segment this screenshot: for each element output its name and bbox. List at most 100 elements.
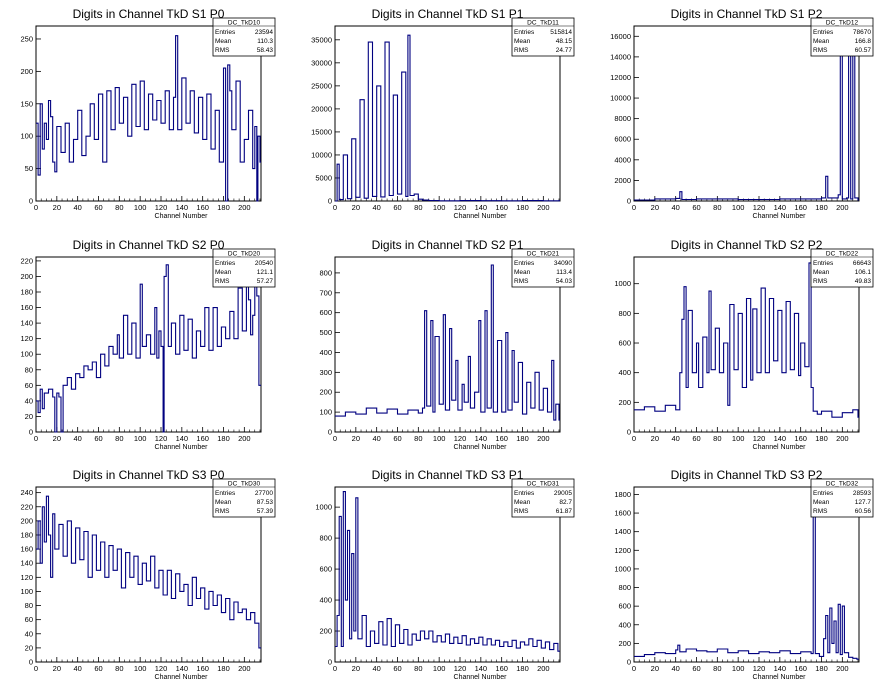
y-tick-label: 250 xyxy=(20,34,33,43)
y-tick-label: 1000 xyxy=(315,503,332,512)
y-tick-label: 120 xyxy=(20,334,33,343)
stats-name: DC_TkD11 xyxy=(527,20,559,27)
y-tick-label: 0 xyxy=(29,197,33,206)
x-tick-label: 20 xyxy=(651,434,659,443)
stats-name: DC_TkD21 xyxy=(527,251,560,258)
y-tick-label: 30000 xyxy=(311,58,332,67)
y-tick-label: 1000 xyxy=(614,279,631,288)
plot-frame xyxy=(633,25,860,202)
y-tick-label: 40 xyxy=(25,396,33,405)
x-tick-label: 160 xyxy=(196,203,209,212)
y-tick-label: 400 xyxy=(618,368,631,377)
stats-label-mean: Mean xyxy=(813,499,830,506)
y-tick-label: 14000 xyxy=(610,52,631,61)
x-axis-label: Channel Number xyxy=(454,444,508,451)
y-tick-label: 600 xyxy=(319,565,332,574)
chart-title: Digits in Channel TkD S3 P1 xyxy=(372,468,524,482)
chart-panel-8: Digits in Channel TkD S3 P1 0 20 40 60 80 100 1… xyxy=(315,468,575,681)
stats-name: DC_TkD30 xyxy=(228,481,261,488)
x-tick-label: 40 xyxy=(671,203,679,212)
stats-label-entries: Entries xyxy=(215,29,236,36)
y-tick-label: 100 xyxy=(319,408,332,417)
x-tick-label: 180 xyxy=(516,434,529,443)
stats-name: DC_TkD32 xyxy=(826,481,859,488)
x-tick-label: 120 xyxy=(155,434,168,443)
stats-label-entries: Entries xyxy=(813,29,834,36)
stats-value-entries: 66643 xyxy=(853,260,871,267)
x-tick-label: 140 xyxy=(475,664,488,673)
stats-value-mean: 127.7 xyxy=(855,499,872,506)
x-tick-label: 160 xyxy=(495,664,508,673)
x-tick-label: 20 xyxy=(53,203,61,212)
x-tick-label: 80 xyxy=(115,664,123,673)
x-tick-label: 200 xyxy=(238,434,251,443)
stats-label-rms: RMS xyxy=(514,47,529,54)
y-tick-label: 800 xyxy=(319,534,332,543)
y-tick-label: 220 xyxy=(20,502,33,511)
x-tick-label: 80 xyxy=(713,203,721,212)
x-tick-label: 40 xyxy=(671,664,679,673)
x-tick-label: 180 xyxy=(217,434,230,443)
x-tick-label: 20 xyxy=(651,203,659,212)
x-tick-label: 0 xyxy=(333,203,337,212)
x-tick-label: 200 xyxy=(836,664,849,673)
stats-label-rms: RMS xyxy=(215,47,230,54)
y-tick-label: 200 xyxy=(618,639,631,648)
plot-frame xyxy=(633,256,860,433)
stats-value-entries: 28593 xyxy=(853,490,871,497)
x-tick-label: 20 xyxy=(352,434,360,443)
stats-label-entries: Entries xyxy=(514,260,535,267)
x-tick-label: 100 xyxy=(732,434,745,443)
stats-value-rms: 60.57 xyxy=(855,47,872,54)
x-tick-label: 120 xyxy=(155,664,168,673)
x-tick-label: 160 xyxy=(196,434,209,443)
y-tick-label: 1000 xyxy=(614,564,631,573)
x-tick-label: 40 xyxy=(372,203,380,212)
y-tick-label: 0 xyxy=(627,658,631,667)
x-tick-label: 40 xyxy=(73,203,81,212)
y-tick-label: 2000 xyxy=(614,176,631,185)
series-line-1 xyxy=(634,262,859,418)
x-tick-label: 0 xyxy=(34,203,38,212)
stats-value-mean: 82.7 xyxy=(559,499,572,506)
stats-box-frame xyxy=(810,478,874,518)
y-tick-label: 1400 xyxy=(614,527,631,536)
x-tick-label: 100 xyxy=(134,434,147,443)
plot-frame xyxy=(35,256,262,433)
x-tick-label: 0 xyxy=(632,203,636,212)
y-tick-label: 12000 xyxy=(610,73,631,82)
x-axis-label: Channel Number xyxy=(753,674,807,681)
x-tick-label: 80 xyxy=(414,664,422,673)
series-line-1 xyxy=(36,35,261,202)
y-tick-label: 140 xyxy=(20,559,33,568)
stats-label-entries: Entries xyxy=(215,490,236,497)
y-tick-label: 100 xyxy=(20,132,33,141)
x-tick-label: 0 xyxy=(34,664,38,673)
x-tick-label: 20 xyxy=(53,434,61,443)
stats-value-mean: 110.3 xyxy=(257,38,273,45)
x-tick-label: 0 xyxy=(632,664,636,673)
stats-value-rms: 58.43 xyxy=(257,47,274,54)
y-tick-label: 20 xyxy=(25,412,33,421)
stats-label-mean: Mean xyxy=(215,269,232,276)
x-tick-label: 180 xyxy=(217,203,230,212)
x-tick-label: 40 xyxy=(73,664,81,673)
y-tick-label: 10000 xyxy=(610,94,631,103)
y-tick-label: 100 xyxy=(20,587,33,596)
x-tick-label: 160 xyxy=(196,664,209,673)
x-tick-label: 100 xyxy=(433,203,446,212)
x-tick-label: 60 xyxy=(393,434,401,443)
y-tick-label: 0 xyxy=(328,428,332,437)
stats-label-entries: Entries xyxy=(813,260,834,267)
chart-title: Digits in Channel TkD S1 P1 xyxy=(372,7,524,21)
y-tick-label: 5000 xyxy=(315,173,332,182)
y-tick-label: 300 xyxy=(319,368,332,377)
plot-frame xyxy=(633,486,860,663)
plot-frame xyxy=(35,486,262,663)
y-tick-label: 6000 xyxy=(614,135,631,144)
x-tick-label: 40 xyxy=(372,664,380,673)
x-tick-label: 180 xyxy=(516,664,529,673)
y-tick-label: 200 xyxy=(20,272,33,281)
y-tick-label: 800 xyxy=(618,583,631,592)
